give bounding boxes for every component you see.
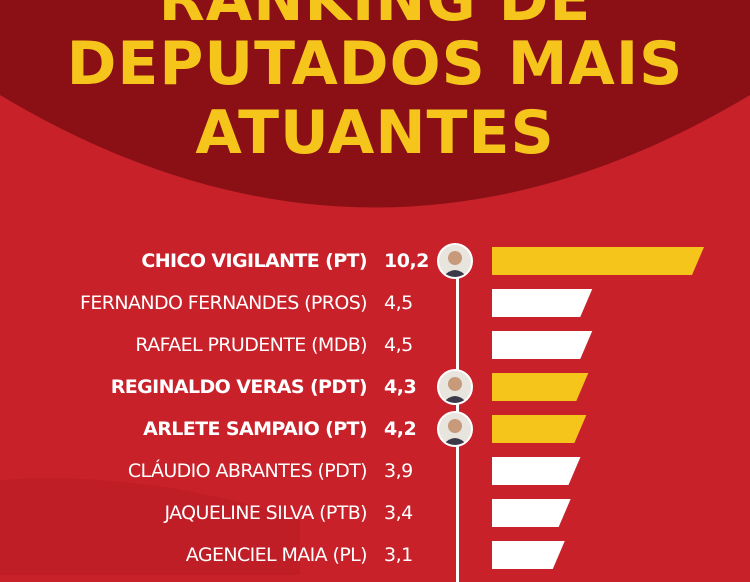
deputy-name-5: ARLETE SAMPAIO (PT) bbox=[143, 418, 367, 440]
value-label-1: 10,2 bbox=[384, 250, 429, 272]
deputy-name-1: CHICO VIGILANTE (PT) bbox=[141, 250, 367, 272]
value-label-7: 3,4 bbox=[384, 502, 413, 524]
avatar-photo-4 bbox=[437, 369, 473, 405]
value-label-4: 4,3 bbox=[384, 376, 417, 398]
deputy-name-4: REGINALDO VERAS (PDT) bbox=[110, 376, 368, 398]
deputy-name-7: JAQUELINE SILVA (PTB) bbox=[164, 502, 367, 524]
value-label-5: 4,2 bbox=[384, 418, 417, 440]
value-label-6: 3,9 bbox=[384, 460, 413, 482]
deputy-name-2: FERNANDO FERNANDES (PROS) bbox=[80, 292, 368, 314]
avatar-photo-5 bbox=[437, 411, 473, 447]
deputy-name-6: CLÁUDIO ABRANTES (PDT) bbox=[127, 460, 368, 482]
title-line-3: ATUANTES bbox=[195, 98, 555, 168]
avatar-photo-1 bbox=[437, 243, 473, 279]
title-line-2: DEPUTADOS MAIS bbox=[66, 29, 684, 99]
value-label-2: 4,5 bbox=[384, 292, 413, 314]
value-label-3: 4,5 bbox=[384, 334, 413, 356]
deputy-name-3: RAFAEL PRUDENTE (MDB) bbox=[135, 334, 367, 356]
title-line-1: RANKING DE bbox=[158, 0, 592, 35]
deputy-name-8: AGENCIEL MAIA (PL) bbox=[185, 544, 368, 566]
value-label-8: 3,1 bbox=[384, 544, 413, 566]
